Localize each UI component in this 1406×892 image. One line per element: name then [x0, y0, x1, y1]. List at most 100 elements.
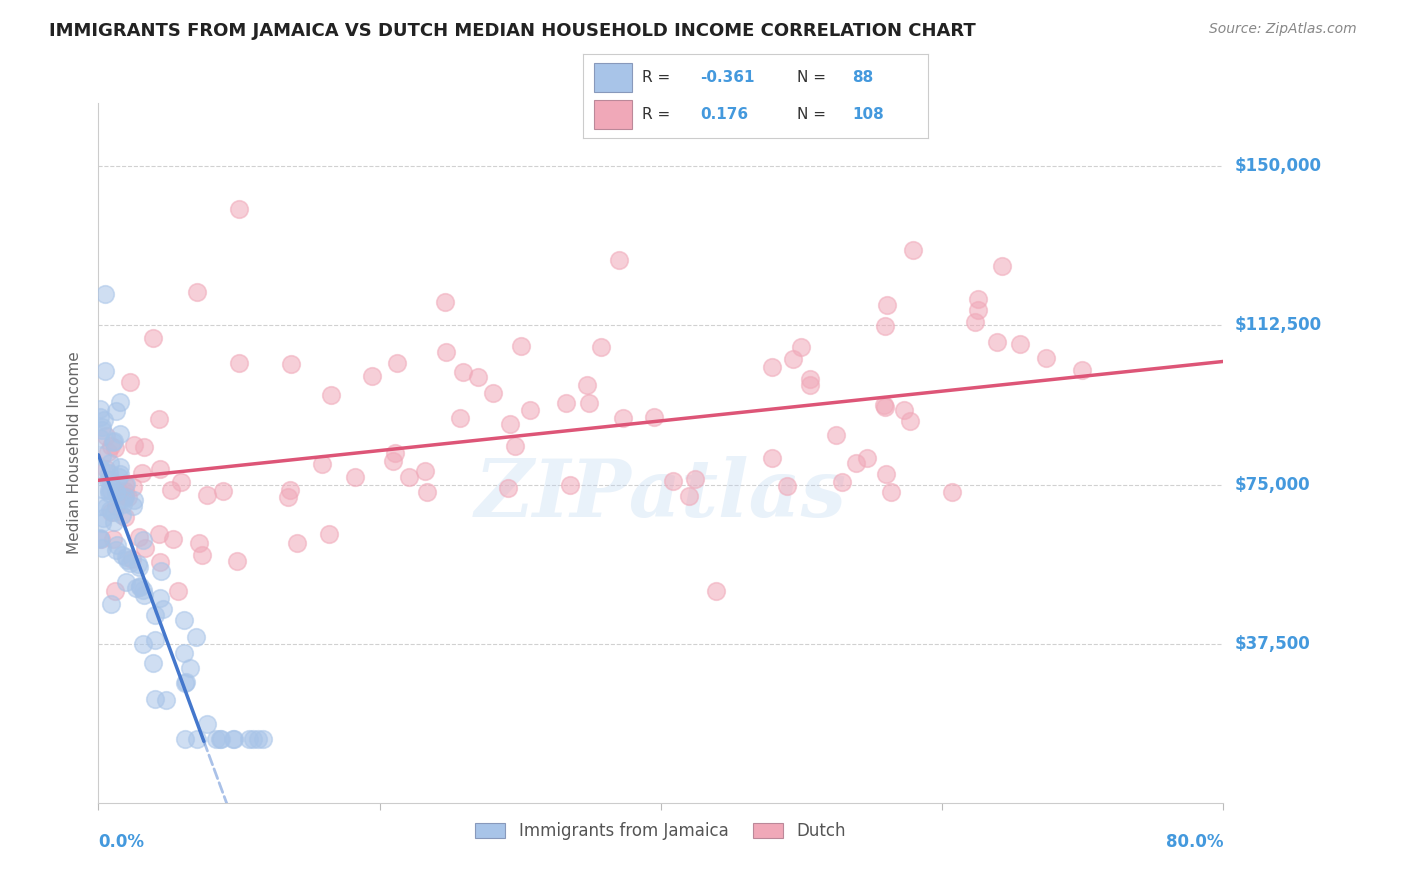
- Point: [120, 376, 142, 390]
- Text: N =: N =: [797, 70, 827, 85]
- Point: [104, 485, 127, 500]
- Point: [101, 435, 124, 450]
- Point: [991, 259, 1014, 273]
- Point: [142, 656, 165, 670]
- Point: [110, 427, 132, 442]
- Point: [498, 417, 520, 431]
- Point: [505, 438, 527, 452]
- Point: [555, 396, 578, 410]
- Point: [96, 500, 118, 515]
- Point: [186, 732, 208, 747]
- Point: [105, 485, 128, 500]
- Point: [173, 732, 195, 747]
- Point: [122, 499, 145, 513]
- Point: [89, 499, 111, 513]
- Point: [110, 467, 132, 482]
- Point: [941, 484, 963, 499]
- Point: [898, 414, 921, 428]
- Point: [115, 476, 138, 491]
- Point: [195, 717, 218, 731]
- Text: 108: 108: [852, 107, 884, 122]
- Text: 88: 88: [852, 70, 873, 85]
- Point: [643, 410, 665, 425]
- Point: [97, 486, 120, 500]
- Point: [578, 395, 600, 409]
- Point: [143, 632, 166, 647]
- Point: [790, 340, 813, 354]
- Point: [90, 516, 112, 530]
- Point: [782, 352, 804, 367]
- Point: [612, 410, 634, 425]
- Point: [108, 470, 131, 484]
- Point: [384, 446, 406, 460]
- Point: [128, 530, 150, 544]
- Point: [242, 732, 264, 747]
- Point: [761, 450, 783, 465]
- Point: [873, 398, 896, 412]
- Point: [90, 541, 112, 555]
- Point: [111, 508, 134, 523]
- Point: [114, 489, 136, 503]
- Point: [149, 564, 172, 578]
- Point: [105, 404, 128, 418]
- Text: -0.361: -0.361: [700, 70, 755, 85]
- Point: [761, 360, 783, 375]
- Point: [170, 475, 193, 489]
- Point: [280, 357, 302, 371]
- Point: [100, 505, 122, 519]
- Point: [1071, 363, 1094, 377]
- Point: [209, 732, 232, 747]
- Point: [129, 579, 152, 593]
- Point: [100, 597, 122, 611]
- Point: [361, 369, 384, 384]
- Point: [186, 285, 208, 300]
- Point: [831, 475, 853, 489]
- Point: [98, 473, 121, 487]
- Point: [103, 441, 125, 455]
- Point: [873, 319, 896, 334]
- Point: [179, 661, 201, 675]
- Point: [893, 403, 915, 417]
- Point: [398, 470, 420, 484]
- Point: [89, 401, 111, 416]
- Point: [986, 335, 1008, 350]
- Point: [187, 535, 209, 549]
- Point: [114, 490, 136, 504]
- Point: [228, 202, 250, 216]
- Point: [149, 555, 172, 569]
- Point: [132, 533, 155, 547]
- Bar: [593, 62, 631, 92]
- Point: [121, 552, 143, 566]
- Point: [142, 331, 165, 345]
- Point: [143, 692, 166, 706]
- Point: [108, 483, 131, 498]
- Point: [107, 538, 129, 552]
- Point: [108, 460, 131, 475]
- Point: [174, 675, 197, 690]
- Point: [131, 466, 153, 480]
- Point: [98, 456, 121, 470]
- Point: [101, 532, 124, 546]
- Point: [173, 614, 195, 628]
- Point: [509, 339, 531, 353]
- Text: 0.0%: 0.0%: [98, 833, 145, 851]
- Point: [247, 732, 270, 747]
- Point: [114, 483, 136, 498]
- Point: [875, 467, 897, 482]
- Point: [112, 492, 135, 507]
- Point: [120, 556, 142, 570]
- Text: $37,500: $37,500: [1234, 635, 1310, 653]
- Point: [901, 243, 924, 257]
- Point: [149, 591, 172, 605]
- Point: [122, 492, 145, 507]
- Point: [98, 503, 121, 517]
- Point: [112, 497, 135, 511]
- Point: [799, 372, 821, 386]
- Point: [280, 483, 302, 497]
- Point: [160, 483, 183, 498]
- Point: [132, 582, 155, 597]
- Point: [94, 286, 117, 301]
- Point: [434, 344, 457, 359]
- Point: [104, 583, 127, 598]
- Point: [149, 461, 172, 475]
